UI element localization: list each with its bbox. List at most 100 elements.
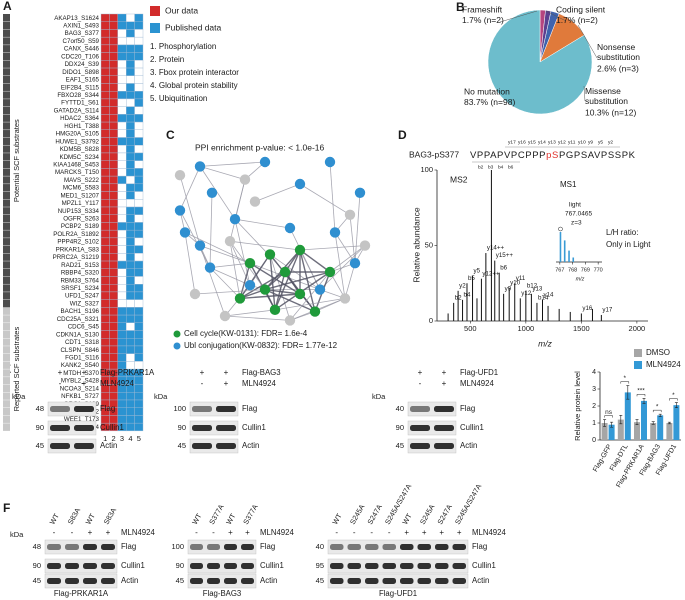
heatmap-cell xyxy=(100,199,110,208)
band-label: Flag xyxy=(260,542,275,551)
kda-label: 90 xyxy=(33,561,41,570)
heatmap-cell xyxy=(109,90,119,100)
network-edge xyxy=(299,183,351,216)
heatmap-cell xyxy=(100,67,110,76)
heatmap-cell xyxy=(134,90,144,100)
peak-label: y14++ xyxy=(487,245,505,252)
peak-label: y12 xyxy=(521,290,532,297)
treatment-sign: - xyxy=(419,379,422,388)
heatmap-cell xyxy=(134,407,144,416)
heatmap-cell xyxy=(117,121,127,131)
gene-label: KIAA1468_S453 xyxy=(53,161,99,168)
legend-dot xyxy=(173,342,181,350)
kda-label: 45 xyxy=(396,441,404,450)
panel-letter: B xyxy=(456,0,465,14)
network-edge xyxy=(194,289,266,295)
column-number: 4 xyxy=(128,434,132,443)
treatment-label: MLN4924 xyxy=(460,379,494,388)
error-bar xyxy=(674,402,678,408)
heatmap-cell xyxy=(125,83,135,92)
heatmap-cell xyxy=(109,307,119,316)
heatmap-cell xyxy=(134,392,144,401)
gene-label: WIZ_S327 xyxy=(70,300,100,307)
spectrum-title: MS2 xyxy=(450,174,468,184)
network-node xyxy=(269,304,281,316)
gene-label: RBM33_S764 xyxy=(60,277,99,284)
legend-label: Our data xyxy=(165,5,198,15)
heatmap-cell xyxy=(109,299,119,308)
heatmap-cell xyxy=(117,129,127,138)
heatmap-cell xyxy=(125,106,135,115)
heatmap-cell xyxy=(100,322,110,331)
source-label: 4. Global protein stability xyxy=(150,81,238,90)
heatmap-cell xyxy=(134,222,144,231)
heatmap-cell xyxy=(109,21,119,30)
band xyxy=(417,563,431,569)
lane-label: S247A xyxy=(435,503,454,526)
blot-caption: Flag-UFD1 xyxy=(379,589,417,598)
blot-strip xyxy=(189,401,239,417)
band xyxy=(83,578,97,584)
heatmap-cell xyxy=(109,106,119,115)
heatmap-cell xyxy=(134,152,144,161)
band xyxy=(452,578,466,584)
heatmap-cell xyxy=(100,60,110,69)
gene-label: MED1_S1207 xyxy=(60,192,99,199)
precursor-marker xyxy=(558,226,563,232)
heatmap-cell xyxy=(100,152,110,161)
heatmap-cell xyxy=(134,168,144,177)
band-label: Cullin1 xyxy=(260,561,284,570)
band xyxy=(192,406,212,412)
lane-label: WT xyxy=(190,511,204,526)
peak-label: y17 xyxy=(602,307,613,314)
band xyxy=(207,544,220,550)
heatmap-cell xyxy=(134,253,144,262)
significance-bracket xyxy=(604,415,613,418)
heatmap-cell xyxy=(125,98,135,107)
lane-label: S377A xyxy=(207,503,226,526)
band xyxy=(417,544,431,550)
band-label: Flag xyxy=(121,542,136,551)
kda-label: 40 xyxy=(396,404,404,413)
heatmap-cell xyxy=(134,75,144,84)
kda-label: 90 xyxy=(36,423,44,432)
heatmap-cell xyxy=(117,245,127,254)
blot-strip xyxy=(44,573,118,589)
gene-label: CDC6_S45 xyxy=(68,324,100,331)
lane-label: WT xyxy=(224,511,238,526)
gene-label: FGD1_S116 xyxy=(65,354,99,361)
leader-line xyxy=(545,10,567,22)
heatmap-cell xyxy=(134,191,144,200)
band xyxy=(417,578,431,584)
treatment-sign: + xyxy=(418,368,423,377)
heatmap-cell xyxy=(125,314,135,323)
band xyxy=(400,544,414,550)
heatmap-cell xyxy=(125,415,135,424)
heatmap-cell xyxy=(100,29,110,38)
heatmap-cell xyxy=(100,237,110,246)
leader-line xyxy=(577,24,598,59)
pie-value-label: 1.7% (n=2) xyxy=(462,15,504,25)
peak-label: b6 xyxy=(500,264,507,271)
network-node xyxy=(354,187,366,198)
heatmap-cell xyxy=(117,253,127,262)
gene-label: BACH1_S196 xyxy=(60,308,99,315)
peptide-name: BAG3-pS377 xyxy=(409,149,459,159)
band xyxy=(434,425,454,431)
heatmap-cell xyxy=(134,299,144,308)
inset-annotation: light xyxy=(569,202,581,209)
treatment-sign: + xyxy=(404,528,409,537)
heatmap-cell xyxy=(134,145,144,154)
kda-title: kDa xyxy=(10,530,24,539)
gene-label: HDAC2_S364 xyxy=(60,115,99,122)
treatment-sign: - xyxy=(370,528,373,537)
pie-value-label: 2.6% (n=3) xyxy=(597,63,639,73)
gene-label: KDM5C_S234 xyxy=(59,154,99,161)
network-node xyxy=(309,306,321,317)
blot-strip xyxy=(187,558,257,574)
band-label: Cullin1 xyxy=(100,423,124,432)
heatmap-cell xyxy=(117,13,127,22)
network-node xyxy=(174,205,186,216)
gene-label: AKAP13_S1624 xyxy=(54,15,99,22)
heatmap-cell xyxy=(125,299,135,308)
